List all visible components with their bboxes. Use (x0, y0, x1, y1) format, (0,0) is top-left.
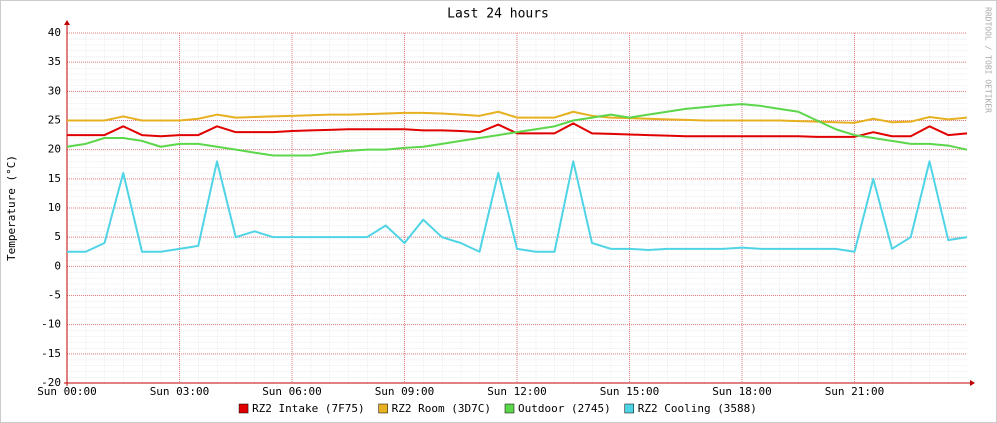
x-tick-label: Sun 15:00 (600, 385, 660, 398)
y-tick-label: 35 (48, 55, 61, 68)
y-tick-label: -15 (41, 347, 61, 360)
legend-swatch (238, 403, 249, 414)
y-tick-label: 0 (54, 259, 61, 272)
series-line (67, 110, 968, 124)
x-tick-label: Sun 21:00 (825, 385, 885, 398)
y-tick-label: -5 (48, 289, 61, 302)
y-tick-label: 5 (54, 230, 61, 243)
y-tick-label: 25 (48, 114, 61, 127)
y-tick-label: 10 (48, 201, 61, 214)
y-tick-label: -20 (41, 376, 61, 389)
y-tick-label: 20 (48, 143, 61, 156)
chart-title: Last 24 hours (447, 7, 549, 22)
series-line (67, 160, 968, 253)
x-tick-label: Sun 00:00 (37, 385, 97, 398)
series-line (67, 122, 968, 138)
x-tick-label: Sun 18:00 (712, 385, 772, 398)
watermark: RRDTOOL / TOBI OETIKER (984, 7, 993, 113)
y-tick-label: 15 (48, 172, 61, 185)
x-axis-arrow (970, 380, 975, 386)
y-tick-label: 30 (48, 84, 61, 97)
legend-label: Outdoor (2745) (518, 402, 611, 415)
y-axis-arrow (64, 20, 70, 25)
x-tick-label: Sun 09:00 (375, 385, 435, 398)
y-tick-label: -10 (41, 318, 61, 331)
y-axis-label: Temperature (°C) (5, 155, 18, 261)
x-tick-label: Sun 03:00 (150, 385, 210, 398)
legend-label: RZ2 Room (3D7C) (392, 402, 491, 415)
x-tick-label: Sun 12:00 (487, 385, 547, 398)
series-line (66, 103, 968, 157)
y-tick-label: 40 (48, 26, 61, 39)
legend-swatch (624, 403, 634, 414)
legend-swatch (378, 403, 388, 414)
x-tick-label: Sun 06:00 (262, 385, 322, 398)
legend-swatch (504, 403, 515, 414)
legend-label: RZ2 Intake (7F75) (252, 402, 365, 415)
legend-label: RZ2 Cooling (3588) (638, 402, 757, 415)
